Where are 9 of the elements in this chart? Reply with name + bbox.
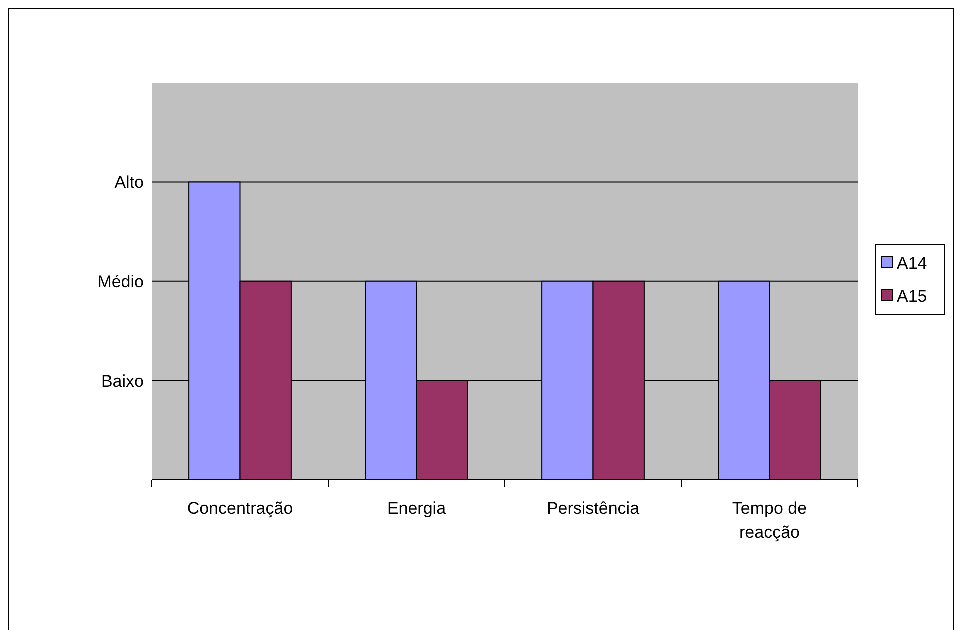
ref-line-label: Baixo: [101, 372, 144, 391]
ref-line-label: Alto: [114, 173, 144, 192]
x-tick-label: Energia: [387, 499, 447, 518]
ref-line-label: Médio: [98, 272, 144, 292]
x-tick-label: Concentração: [187, 499, 294, 518]
x-tick-label: Persistência: [546, 499, 640, 518]
legend-label: A15: [897, 287, 928, 306]
legend-label: A14: [897, 254, 928, 273]
x-tick-label: Tempo de reacção: [732, 499, 808, 542]
